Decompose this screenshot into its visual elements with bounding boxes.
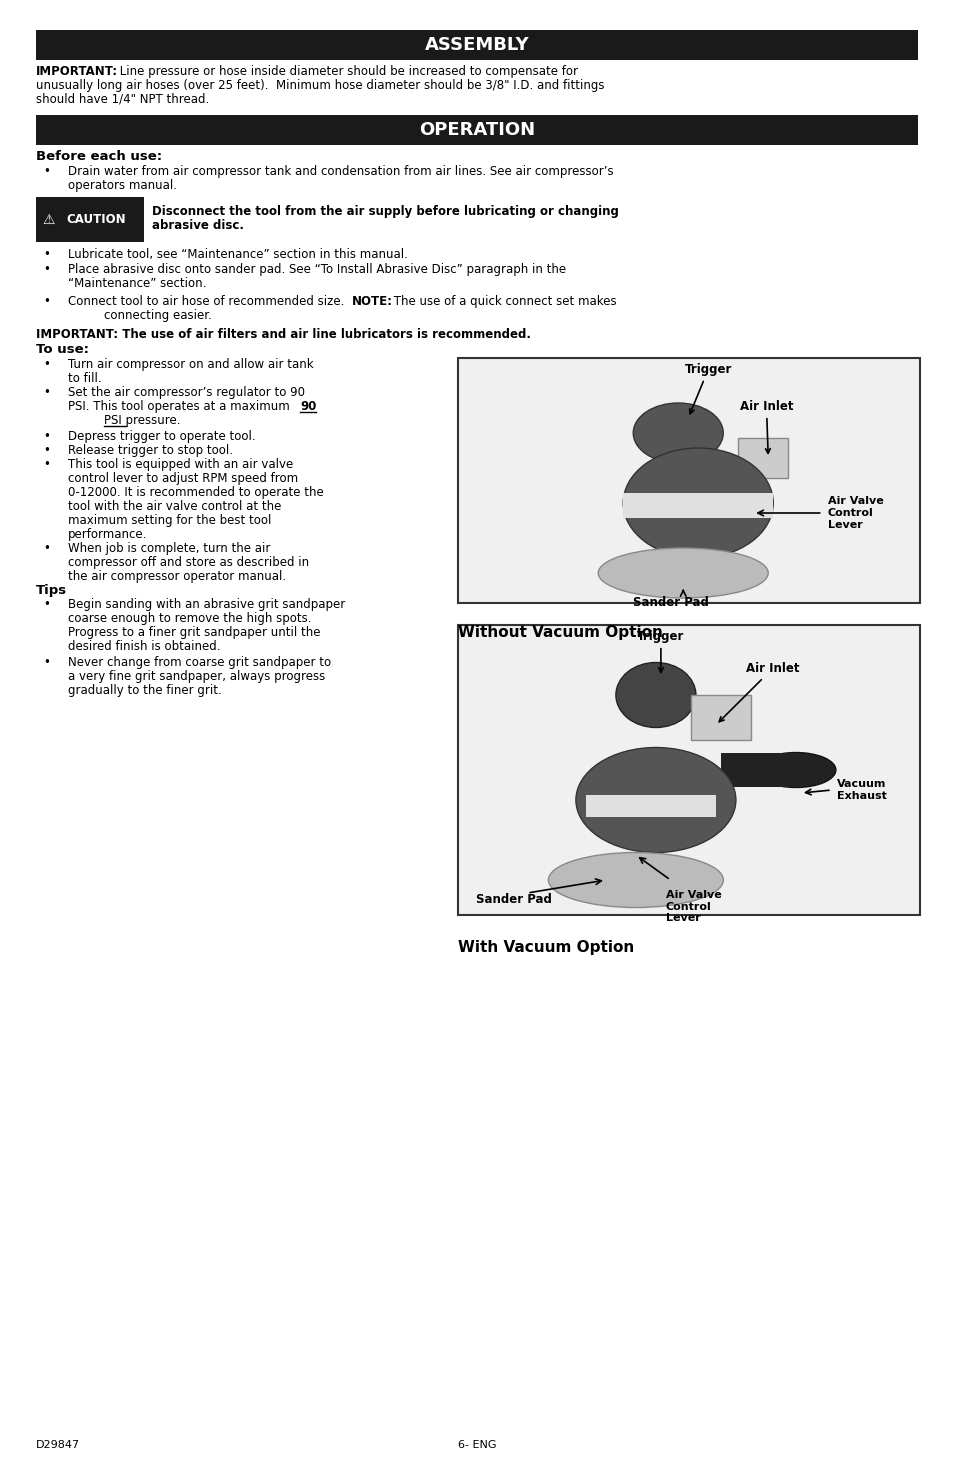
Text: performance.: performance. — [68, 528, 147, 541]
Text: Set the air compressor’s regulator to 90: Set the air compressor’s regulator to 90 — [68, 386, 305, 400]
Bar — [585, 795, 715, 817]
Text: •: • — [43, 444, 50, 457]
Text: tool with the air valve control at the: tool with the air valve control at the — [68, 500, 281, 513]
Bar — [690, 695, 750, 740]
Text: maximum setting for the best tool: maximum setting for the best tool — [68, 513, 271, 527]
Text: IMPORTANT:: IMPORTANT: — [36, 65, 118, 78]
Ellipse shape — [755, 752, 835, 788]
Text: To use:: To use: — [36, 344, 89, 355]
Text: •: • — [43, 541, 50, 555]
Text: unusually long air hoses (over 25 feet).  Minimum hose diameter should be 3/8" I: unusually long air hoses (over 25 feet).… — [36, 80, 604, 91]
Text: 0-12000. It is recommended to operate the: 0-12000. It is recommended to operate th… — [68, 485, 323, 499]
Text: PSI pressure.: PSI pressure. — [104, 414, 180, 426]
Text: coarse enough to remove the high spots.: coarse enough to remove the high spots. — [68, 612, 312, 625]
Text: Never change from coarse grit sandpaper to: Never change from coarse grit sandpaper … — [68, 656, 331, 670]
Bar — [720, 754, 801, 788]
Text: •: • — [43, 248, 50, 261]
Text: D29847: D29847 — [36, 1440, 80, 1450]
Text: ASSEMBLY: ASSEMBLY — [424, 35, 529, 55]
Text: Vacuum
Exhaust: Vacuum Exhaust — [836, 779, 885, 801]
Text: “Maintenance” section.: “Maintenance” section. — [68, 277, 206, 291]
Text: 6- ENG: 6- ENG — [457, 1440, 496, 1450]
Text: Air Valve
Control
Lever: Air Valve Control Lever — [665, 889, 720, 923]
Bar — [36, 198, 144, 242]
Text: compressor off and store as described in: compressor off and store as described in — [68, 556, 309, 569]
Ellipse shape — [616, 662, 695, 727]
Text: connecting easier.: connecting easier. — [104, 308, 212, 322]
Text: Turn air compressor on and allow air tank: Turn air compressor on and allow air tan… — [68, 358, 314, 372]
Text: This tool is equipped with an air valve: This tool is equipped with an air valve — [68, 459, 293, 471]
Bar — [36, 115, 917, 145]
Text: Disconnect the tool from the air supply before lubricating or changing: Disconnect the tool from the air supply … — [152, 205, 618, 218]
Text: a very fine grit sandpaper, always progress: a very fine grit sandpaper, always progr… — [68, 670, 325, 683]
Text: Air Inlet: Air Inlet — [719, 662, 799, 721]
Text: With Vacuum Option: With Vacuum Option — [457, 940, 634, 954]
Text: Air Valve
Control
Lever: Air Valve Control Lever — [827, 497, 882, 530]
Text: Line pressure or hose inside diameter should be increased to compensate for: Line pressure or hose inside diameter sh… — [116, 65, 578, 78]
Text: IMPORTANT: The use of air filters and air line lubricators is recommended.: IMPORTANT: The use of air filters and ai… — [36, 327, 531, 341]
Text: operators manual.: operators manual. — [68, 178, 177, 192]
Text: •: • — [43, 431, 50, 442]
Text: •: • — [43, 656, 50, 670]
Text: •: • — [43, 459, 50, 471]
Text: Trigger: Trigger — [637, 630, 684, 673]
Text: •: • — [43, 295, 50, 308]
Bar — [622, 493, 773, 518]
Text: •: • — [43, 386, 50, 400]
Text: Progress to a finer grit sandpaper until the: Progress to a finer grit sandpaper until… — [68, 625, 320, 639]
Text: Sander Pad: Sander Pad — [632, 596, 708, 609]
Text: Sander Pad: Sander Pad — [475, 892, 551, 906]
Ellipse shape — [598, 549, 767, 597]
Text: CAUTION: CAUTION — [66, 212, 126, 226]
Text: control lever to adjust RPM speed from: control lever to adjust RPM speed from — [68, 472, 297, 485]
Text: •: • — [43, 263, 50, 276]
Text: •: • — [43, 358, 50, 372]
Text: to fill.: to fill. — [68, 372, 102, 385]
Text: Depress trigger to operate tool.: Depress trigger to operate tool. — [68, 431, 255, 442]
Bar — [36, 30, 917, 60]
Text: 90: 90 — [299, 400, 316, 413]
Text: •: • — [43, 597, 50, 611]
Text: Tips: Tips — [36, 584, 67, 597]
Bar — [738, 438, 787, 478]
Text: Before each use:: Before each use: — [36, 150, 162, 164]
Ellipse shape — [622, 448, 773, 558]
Text: PSI. This tool operates at a maximum: PSI. This tool operates at a maximum — [68, 400, 297, 413]
Text: gradually to the finer grit.: gradually to the finer grit. — [68, 684, 221, 698]
Text: ⚠: ⚠ — [42, 212, 54, 227]
Text: OPERATION: OPERATION — [418, 121, 535, 139]
Text: Air Inlet: Air Inlet — [739, 400, 792, 453]
Ellipse shape — [633, 403, 722, 463]
Bar — [457, 358, 919, 603]
Ellipse shape — [576, 748, 735, 853]
Text: Trigger: Trigger — [684, 363, 731, 413]
Text: Connect tool to air hose of recommended size.: Connect tool to air hose of recommended … — [68, 295, 344, 308]
Text: Without Vacuum Option: Without Vacuum Option — [457, 625, 662, 640]
Ellipse shape — [548, 853, 722, 907]
Text: desired finish is obtained.: desired finish is obtained. — [68, 640, 220, 653]
Text: Drain water from air compressor tank and condensation from air lines. See air co: Drain water from air compressor tank and… — [68, 165, 613, 178]
Text: Lubricate tool, see “Maintenance” section in this manual.: Lubricate tool, see “Maintenance” sectio… — [68, 248, 408, 261]
Text: The use of a quick connect set makes: The use of a quick connect set makes — [390, 295, 616, 308]
Text: NOTE:: NOTE: — [352, 295, 393, 308]
Text: When job is complete, turn the air: When job is complete, turn the air — [68, 541, 270, 555]
Text: the air compressor operator manual.: the air compressor operator manual. — [68, 569, 286, 583]
Text: Place abrasive disc onto sander pad. See “To Install Abrasive Disc” paragraph in: Place abrasive disc onto sander pad. See… — [68, 263, 565, 276]
Text: Begin sanding with an abrasive grit sandpaper: Begin sanding with an abrasive grit sand… — [68, 597, 345, 611]
Text: •: • — [43, 165, 50, 178]
Bar — [457, 625, 919, 914]
Text: should have 1/4" NPT thread.: should have 1/4" NPT thread. — [36, 93, 209, 106]
Text: abrasive disc.: abrasive disc. — [152, 218, 244, 232]
Text: Release trigger to stop tool.: Release trigger to stop tool. — [68, 444, 233, 457]
